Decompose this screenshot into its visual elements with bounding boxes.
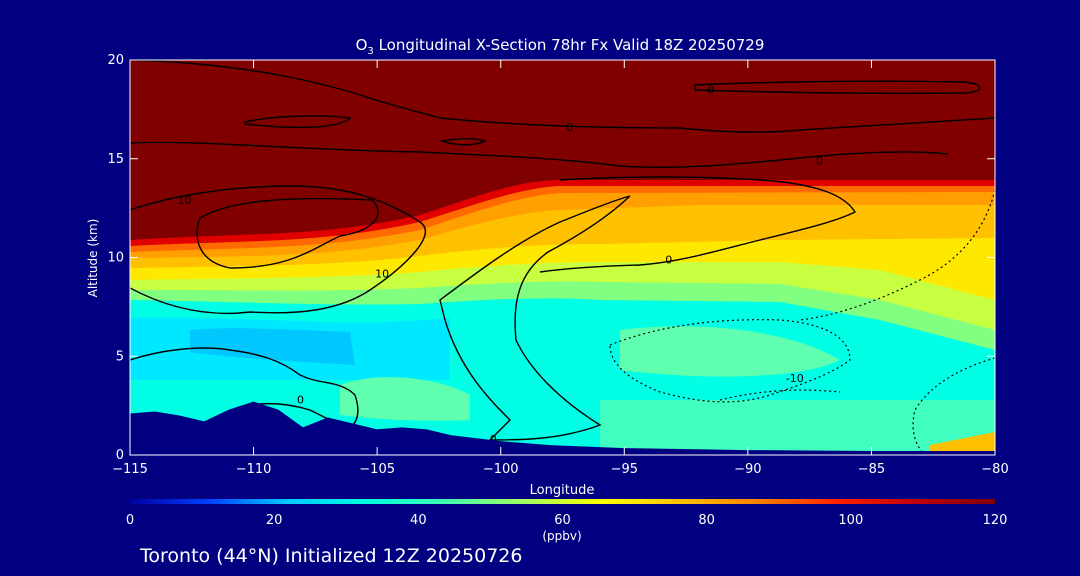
x-tick-label: −85 — [858, 462, 885, 477]
contour-label: 0 — [816, 155, 823, 168]
x-tick-label: −90 — [734, 462, 761, 477]
contour-label: 10 — [375, 267, 389, 280]
x-tick-label: −115 — [112, 462, 148, 477]
colorbar-tick-label: 0 — [126, 513, 134, 528]
contour-label: 0 — [665, 253, 672, 266]
contour-neg10-lower — [912, 357, 995, 455]
x-tick-label: −100 — [483, 462, 519, 477]
y-tick-label: 5 — [116, 349, 124, 364]
x-tick-label: −80 — [981, 462, 1008, 477]
colorbar-tick-label: 120 — [983, 513, 1008, 528]
colorbar-tick-label: 60 — [554, 513, 571, 528]
contour-neg10-loop — [609, 319, 851, 403]
field-band-greenish-east — [620, 326, 840, 377]
contour-label: 10 — [177, 194, 191, 207]
field-band-mid-blue — [190, 328, 355, 365]
y-axis-label: Altitude (km) — [86, 219, 100, 298]
field-band-surface-orange — [930, 432, 995, 455]
field-band-low-east — [600, 400, 995, 455]
contour-label: 0 — [566, 121, 573, 134]
x-axis: −115 −110 −105 −100 −95 −90 −85 −80 — [112, 60, 1009, 477]
contour-small-loop-1 — [244, 115, 352, 129]
contour-label: 0 — [297, 394, 304, 407]
y-tick-label: 10 — [107, 251, 124, 266]
contour-0-lower-west — [130, 347, 359, 427]
x-tick-label: −95 — [611, 462, 638, 477]
chart-title: O3 Longitudinal X-Section 78hr Fx Valid … — [356, 36, 765, 57]
colorbar-unit-label: (ppbv) — [542, 529, 581, 543]
colorbar-tick-label: 40 — [410, 513, 427, 528]
y-tick-label: 0 — [116, 448, 124, 463]
contour-neg10-east — [799, 189, 995, 321]
colorbar-tick-label: 80 — [698, 513, 715, 528]
title-subscript: 3 — [367, 46, 373, 57]
contour-10-inner-loop — [196, 197, 379, 269]
x-axis-label: Longitude — [530, 483, 595, 498]
colorbar-tick-label: 100 — [838, 513, 863, 528]
contour-10-west — [130, 185, 427, 315]
terrain-mask — [130, 401, 995, 455]
colorbar — [130, 499, 995, 504]
contour-small-loop-2 — [439, 138, 487, 146]
contour-mid-band — [130, 141, 949, 168]
contour-label: -10 — [786, 372, 804, 385]
x-tick-label: −105 — [359, 462, 395, 477]
colorbar-tick-label: 20 — [266, 513, 283, 528]
contour-top-loop — [130, 60, 995, 133]
y-tick-label: 15 — [107, 152, 124, 167]
contour-0-central — [439, 195, 631, 441]
title-rest: Longitudinal X-Section 78hr Fx Valid 18Z… — [374, 36, 765, 54]
title-prefix: O — [356, 36, 368, 54]
contour-label: 0 — [707, 84, 714, 97]
field-band-greenish-lower — [340, 377, 470, 421]
contour-label: 0 — [490, 433, 497, 446]
x-tick-label: −110 — [236, 462, 272, 477]
contour-dotted-lines — [609, 189, 995, 455]
contour-0-east — [539, 176, 857, 273]
contour-neg10-mid — [719, 389, 841, 401]
colorbar-ticks: 0 20 40 60 80 100 120 — [126, 513, 1008, 528]
footer-location: Toronto (44°N) Initialized 12Z 20250726 — [139, 545, 523, 567]
plot-area: 0 0 0 10 10 0 -10 0 0 — [130, 60, 995, 455]
y-tick-label: 20 — [107, 53, 124, 68]
contour-lines — [130, 60, 995, 441]
contour-labels: 0 0 0 10 10 0 -10 0 0 — [177, 84, 823, 447]
y-axis: 0 5 10 15 20 — [107, 53, 995, 463]
contour-upper-right-loop — [694, 80, 981, 94]
